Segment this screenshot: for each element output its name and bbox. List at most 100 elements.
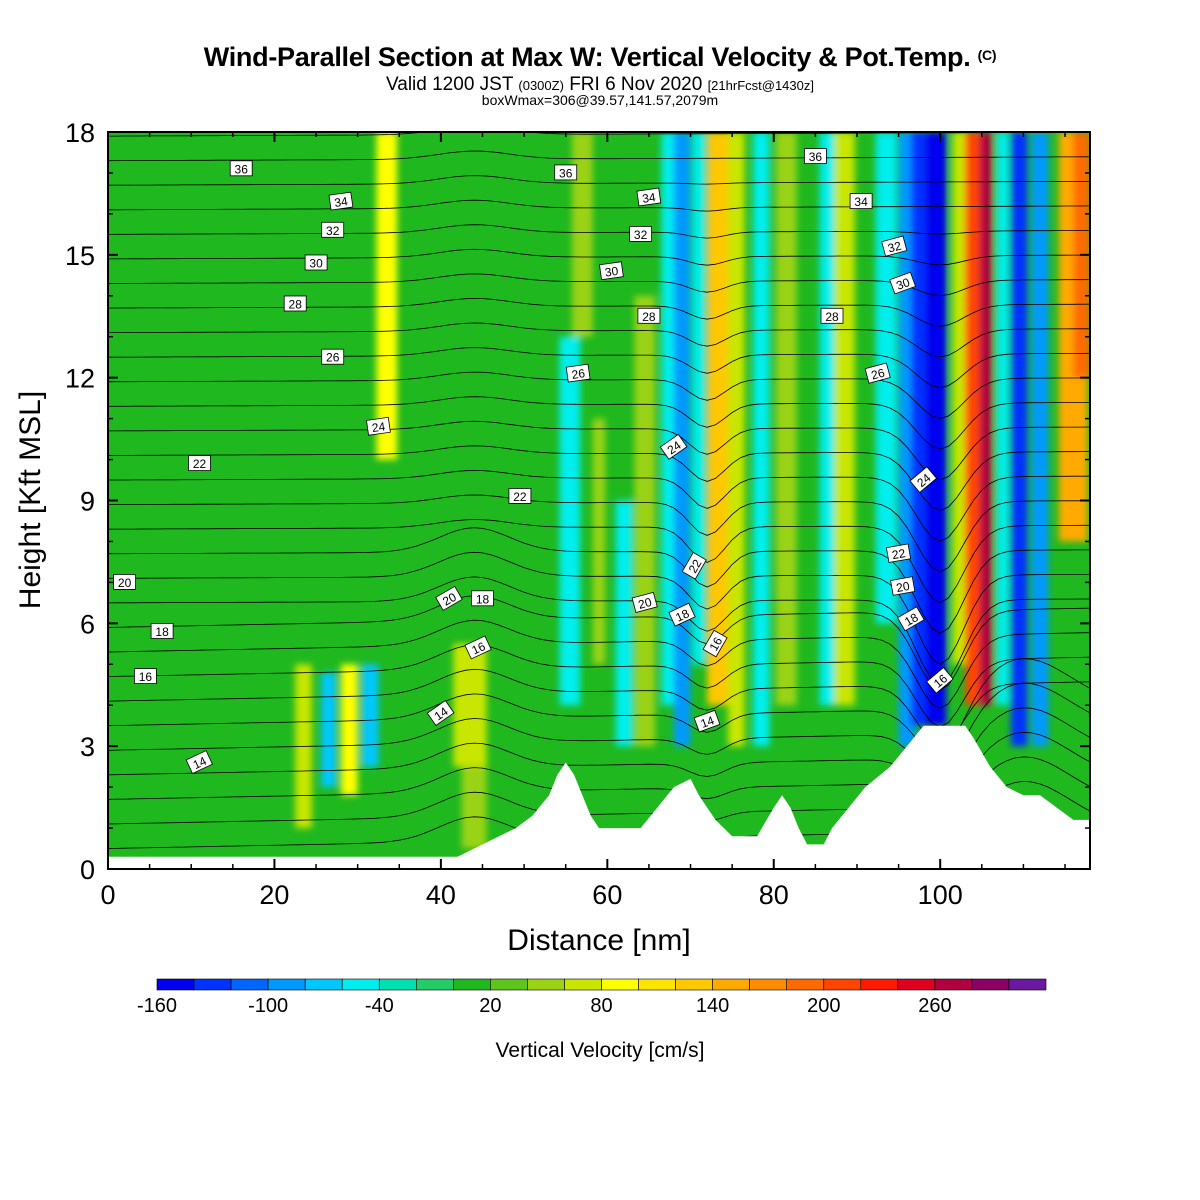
- contour-label-text: 22: [193, 457, 207, 471]
- contour-label-text: 14: [191, 754, 209, 772]
- x-tick-label: 100: [918, 880, 963, 910]
- theta-contour: [108, 371, 1090, 419]
- contour-label-text: 26: [326, 351, 340, 365]
- contour-label-text: 34: [333, 194, 348, 210]
- contour-label: 22: [681, 551, 707, 580]
- theta-contour: [108, 347, 1090, 389]
- contour-label-text: 20: [637, 595, 654, 612]
- contour-label-text: 30: [309, 257, 323, 271]
- contour-label: 30: [889, 271, 917, 295]
- w-column: [752, 132, 770, 747]
- w-column: [592, 418, 606, 665]
- theta-contour: [108, 248, 1090, 266]
- valid-time-utc: (0300Z): [518, 78, 564, 93]
- w-column: [634, 295, 656, 747]
- y-tick-label: 18: [65, 118, 95, 148]
- theta-contour: [108, 150, 1090, 162]
- colorbar-swatch: [415, 978, 454, 991]
- contour-label: 32: [881, 235, 908, 257]
- w-column: [996, 132, 1009, 706]
- colorbar-tick-label: 140: [696, 995, 729, 1017]
- contour-label: 18: [668, 602, 696, 627]
- contour-label-text: 18: [476, 592, 490, 606]
- colorbar-swatch: [156, 978, 195, 991]
- chart-subtitle: Valid 1200 JST (0300Z) FRI 6 Nov 2020 [2…: [0, 74, 1200, 96]
- w-column: [361, 664, 379, 767]
- contour-label: 32: [629, 225, 652, 242]
- w-column: [321, 672, 337, 788]
- theta-contour: [108, 297, 1090, 327]
- colorbar-swatch: [378, 978, 417, 991]
- colorbar-tick-label: 200: [807, 995, 840, 1017]
- forecast-info: [21hrFcst@1430z]: [707, 78, 814, 93]
- w-column: [979, 132, 993, 706]
- contour-label: 34: [849, 193, 873, 209]
- colorbar-tick-label: -40: [365, 995, 394, 1017]
- valid-date: FRI 6 Nov 2020: [569, 74, 703, 95]
- theta-contour: [108, 595, 1090, 691]
- colorbar-swatch: [934, 978, 973, 991]
- w-column: [615, 500, 633, 747]
- w-column: [925, 132, 947, 726]
- terrain: [108, 725, 1090, 869]
- vertical-velocity-field: [295, 132, 1090, 849]
- contour-label: 24: [909, 466, 938, 493]
- contour-label-text: 28: [825, 310, 839, 324]
- theta-contour: [108, 445, 1090, 511]
- contour-label: 30: [599, 261, 624, 281]
- theta-contour: [108, 644, 1090, 728]
- contour-label: 36: [554, 164, 578, 180]
- contour-label: 32: [321, 221, 345, 238]
- w-column: [453, 643, 487, 767]
- contour-label-text: 30: [894, 275, 912, 293]
- colorbar-swatch: [971, 978, 1010, 991]
- contour-label: 20: [631, 591, 658, 613]
- contour-label: 36: [804, 148, 827, 164]
- contour-label-text: 30: [604, 264, 619, 280]
- colorbar-swatch: [230, 978, 269, 991]
- theta-contour: [108, 396, 1090, 450]
- contour-label-text: 34: [641, 190, 656, 206]
- contour-label-text: 36: [809, 150, 823, 164]
- theta-contour: [108, 199, 1090, 212]
- colorbar-swatch: [675, 978, 713, 991]
- plot-area: 36 34 32 30 28 26 24 22 20 18 16 14 36 34 32 30 28 26 24 22…: [108, 132, 1090, 869]
- colorbar-swatch: [749, 978, 788, 991]
- colorbar-tick-label: -160: [137, 995, 177, 1017]
- contour-label-text: 36: [235, 162, 249, 176]
- contour-label: 30: [304, 254, 328, 271]
- contour-label: 16: [464, 635, 492, 660]
- contour-label-text: 16: [707, 634, 726, 653]
- contour-label: 20: [113, 574, 136, 590]
- contour-label-text: 22: [686, 557, 705, 576]
- colorbar-tick-label: 80: [590, 995, 612, 1017]
- y-tick-label: 15: [65, 241, 95, 271]
- contour-label: 26: [321, 348, 345, 365]
- x-tick-label: 20: [259, 880, 289, 910]
- y-tick-label: 6: [80, 609, 95, 639]
- x-tick-label: 80: [759, 880, 789, 910]
- contour-label-text: 24: [371, 419, 386, 435]
- w-column: [461, 766, 487, 849]
- w-column: [1010, 132, 1028, 747]
- contour-label-text: 20: [440, 590, 459, 609]
- contour-label: 14: [693, 709, 721, 733]
- contour-label-text: 28: [289, 298, 303, 312]
- colorbar-swatch: [341, 978, 380, 991]
- w-column: [819, 132, 837, 706]
- theta-contour: [108, 551, 1090, 665]
- contour-label: 36: [229, 160, 253, 176]
- contour-label-text: 36: [559, 166, 573, 180]
- contour-label: 28: [820, 307, 844, 324]
- w-column: [775, 132, 797, 706]
- contour-label-text: 26: [571, 366, 586, 382]
- theta-contour: [108, 469, 1090, 542]
- contour-label: 14: [426, 699, 455, 727]
- contour-label-text: 32: [326, 224, 340, 238]
- contour-label: 28: [637, 307, 661, 324]
- theta-contour-labels: 36 34 32 30 28 26 24 22 20 18 16 14 36 34 32 30 28 26 24 22…: [113, 148, 954, 775]
- colorbar-tick-label: -100: [248, 995, 288, 1017]
- contour-label-text: 28: [642, 310, 656, 324]
- colorbar-swatch: [527, 978, 565, 991]
